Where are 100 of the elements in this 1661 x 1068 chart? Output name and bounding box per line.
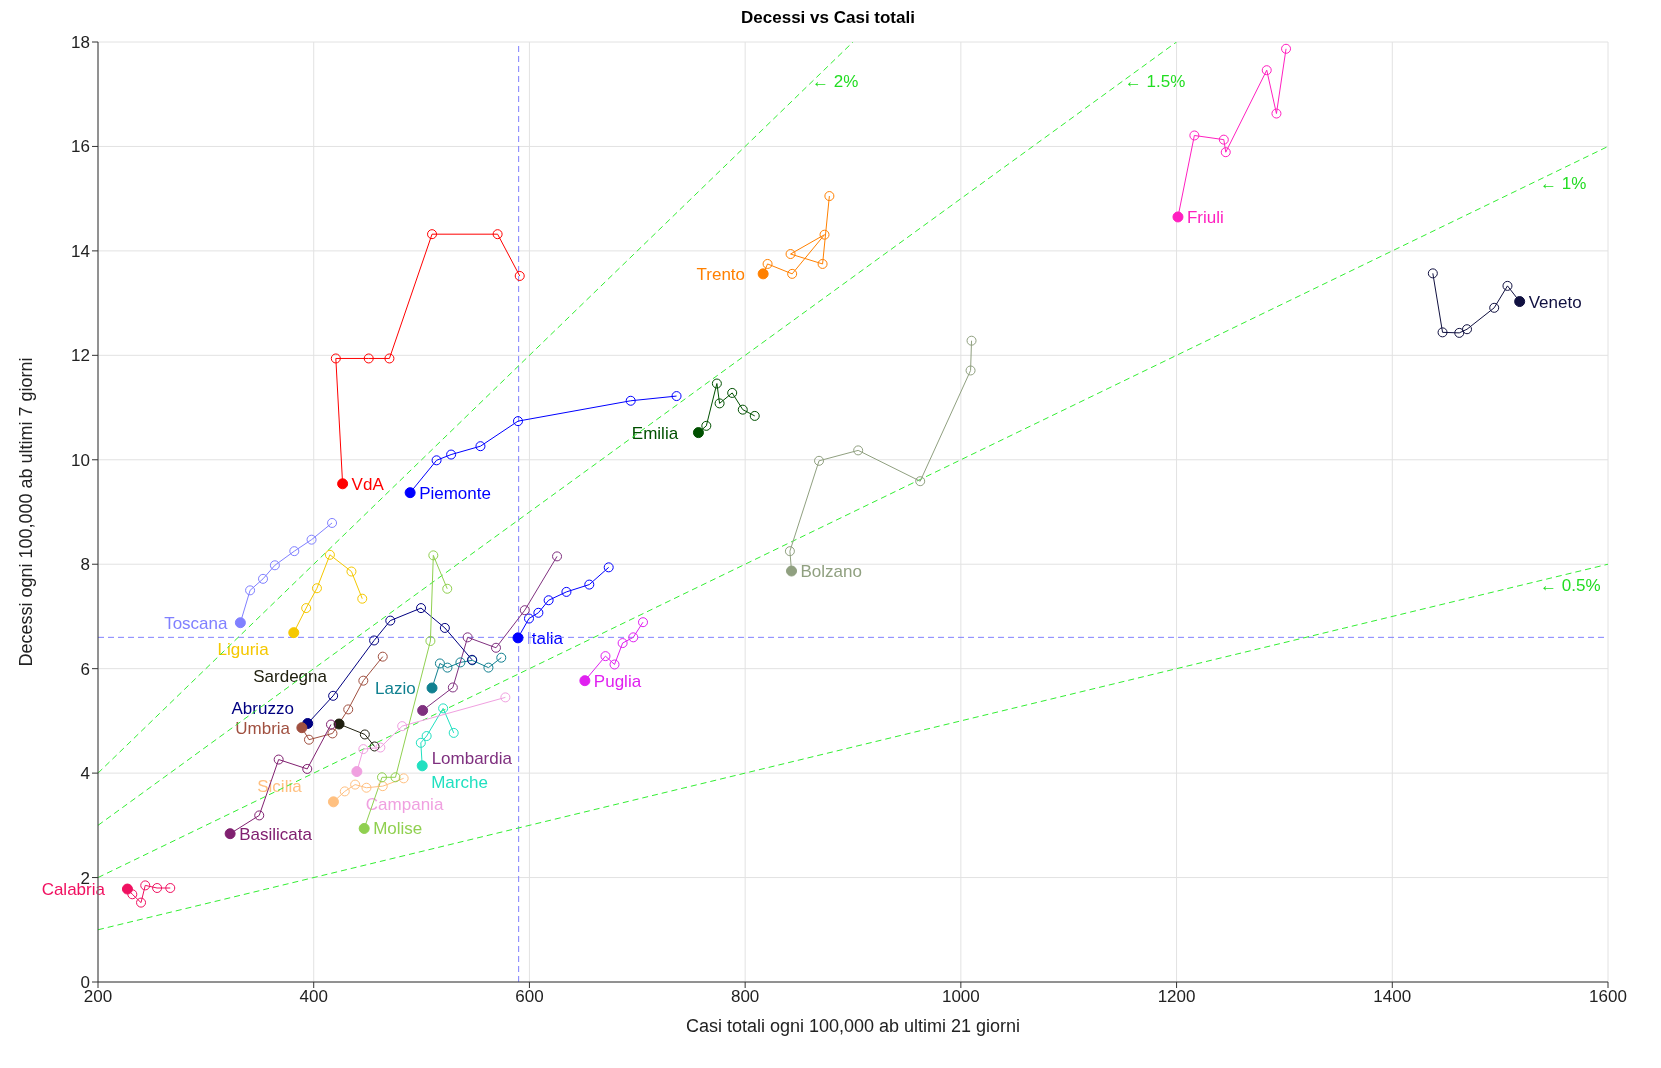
point: [475, 441, 486, 452]
point: [385, 615, 396, 626]
point: [514, 270, 525, 281]
point: [425, 635, 436, 646]
text: Lombardia: [431, 749, 513, 769]
point: [1502, 280, 1513, 291]
point: [121, 883, 133, 895]
point: [1489, 302, 1500, 313]
series-label: Umbria: [235, 718, 291, 738]
point: [462, 632, 473, 643]
point: [258, 573, 269, 584]
x-tick-label: 1400: [1373, 987, 1412, 1007]
point: [496, 652, 507, 663]
point: [784, 546, 795, 557]
point: [328, 690, 339, 701]
point: [785, 249, 796, 260]
series-label: Bolzano: [800, 562, 862, 582]
point: [1189, 130, 1200, 141]
point: [711, 378, 722, 389]
point: [824, 191, 835, 202]
point: [152, 883, 163, 893]
point: [1261, 65, 1272, 76]
point: [369, 741, 380, 752]
point: [337, 478, 349, 490]
point: [671, 391, 682, 402]
annotation: ← 1%: [1540, 174, 1587, 193]
point: [638, 617, 648, 628]
point: [701, 420, 712, 431]
series-label: Trento: [696, 264, 746, 284]
point: [455, 657, 466, 668]
point: [234, 617, 246, 629]
point: [346, 566, 357, 577]
series-label: Lazio: [375, 678, 416, 698]
y-axis-title: Decessi ogni 100,000 ab ultimi 7 giorni: [16, 357, 37, 667]
point: [853, 445, 864, 456]
point: [448, 727, 459, 738]
point: [1427, 268, 1438, 279]
point: [814, 455, 825, 466]
x-axis-title: Casi totali ogni 100,000 ab ultimi 21 giorni: [685, 1016, 1021, 1036]
point: [359, 729, 370, 740]
point: [351, 766, 363, 778]
point: [524, 613, 534, 624]
point: [415, 737, 426, 748]
point: [434, 658, 445, 669]
point: [500, 692, 511, 703]
point: [749, 410, 760, 421]
point: [350, 779, 361, 790]
point: [561, 586, 572, 597]
point: [376, 772, 387, 783]
text: Sardegna: [253, 667, 328, 687]
chart-title: Decessi vs Casi totali: [740, 8, 916, 29]
point: [369, 635, 380, 646]
series-label: Molise: [373, 819, 423, 839]
point: [737, 404, 748, 415]
point: [288, 627, 300, 639]
point: [302, 763, 313, 774]
point: [1462, 324, 1473, 335]
point: [447, 682, 458, 693]
point: [140, 880, 151, 891]
point: [1220, 147, 1231, 158]
y-tick-label: 4: [80, 764, 90, 784]
point: [966, 335, 977, 346]
point: [757, 268, 769, 280]
point: [483, 662, 494, 673]
point: [609, 659, 620, 670]
point: [245, 585, 256, 596]
point: [446, 449, 457, 460]
point: [273, 754, 284, 765]
point: [442, 662, 453, 673]
y-tick-label: 12: [71, 346, 90, 366]
point: [692, 427, 704, 439]
point: [915, 476, 926, 487]
y-tick-label: 10: [71, 450, 90, 470]
point: [375, 742, 386, 753]
point: [762, 258, 773, 269]
point: [327, 728, 338, 739]
point: [361, 782, 372, 793]
point: [343, 704, 354, 715]
x-tick-label: 1200: [1157, 987, 1196, 1007]
point: [224, 828, 236, 840]
annotation: ← 1.5%: [1124, 72, 1186, 92]
point: [377, 781, 388, 792]
point: [442, 583, 453, 594]
point: [254, 810, 265, 821]
point: [512, 632, 524, 644]
y-tick-label: 6: [80, 659, 90, 679]
point: [603, 562, 614, 573]
point: [397, 721, 408, 732]
point: [714, 398, 725, 409]
y-tick-label: 18: [71, 33, 90, 53]
point: [786, 565, 798, 577]
point: [426, 682, 438, 694]
point: [311, 583, 322, 594]
point: [817, 258, 828, 269]
series-label: Abruzzo: [231, 698, 294, 718]
point: [1172, 211, 1184, 223]
point: [431, 455, 442, 466]
series-label: Puglia: [593, 671, 642, 691]
point: [625, 395, 636, 406]
point: [579, 675, 591, 687]
